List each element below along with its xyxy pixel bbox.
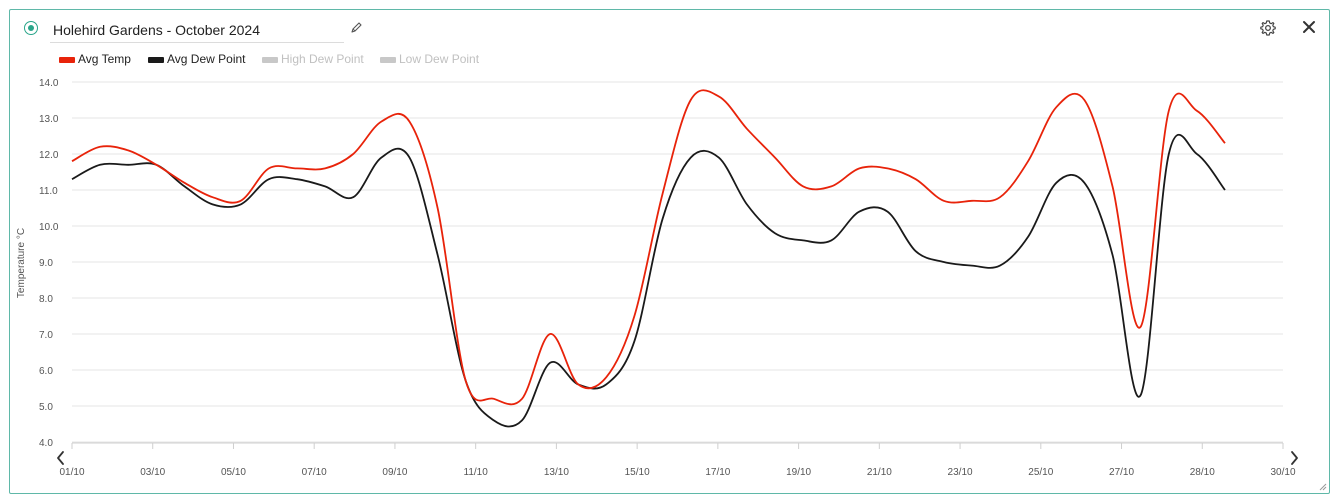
legend-label: Avg Temp: [78, 52, 131, 66]
y-tick-label: 8.0: [39, 294, 53, 305]
y-tick-label: 5.0: [39, 402, 53, 413]
chevron-right-icon[interactable]: [1291, 451, 1298, 465]
pencil-icon[interactable]: [349, 21, 363, 35]
y-tick-label: 9.0: [39, 258, 53, 269]
legend-swatch: [148, 57, 164, 63]
x-tick-label: 01/10: [59, 467, 84, 478]
x-tick-label: 19/10: [786, 467, 811, 478]
y-tick-label: 13.0: [39, 114, 59, 125]
y-tick-label: 10.0: [39, 222, 59, 233]
y-tick-label: 12.0: [39, 150, 59, 161]
y-tick-label: 14.0: [39, 78, 59, 89]
chevron-left-icon[interactable]: [57, 451, 64, 465]
x-tick-label: 13/10: [544, 467, 569, 478]
chart-panel: Holehird Gardens - October 2024 Avg Temp…: [9, 9, 1330, 494]
x-tick-label: 30/10: [1270, 467, 1295, 478]
y-tick-label: 6.0: [39, 366, 53, 377]
x-tick-label: 09/10: [382, 467, 407, 478]
y-tick-label: 11.0: [39, 186, 58, 197]
x-tick-label: 05/10: [221, 467, 246, 478]
x-tick-label: 23/10: [948, 467, 973, 478]
y-tick-label: 7.0: [39, 330, 53, 341]
x-tick-label: 03/10: [140, 467, 165, 478]
legend-swatch: [59, 57, 75, 63]
y-axis-title: Temperature °C: [16, 228, 27, 298]
resize-grip-icon: [1319, 483, 1327, 491]
gear-icon[interactable]: [1259, 19, 1277, 37]
status-dot-icon[interactable]: [24, 21, 38, 35]
x-tick-label: 17/10: [705, 467, 730, 478]
x-tick-label: 07/10: [302, 467, 327, 478]
page-title: Holehird Gardens - October 2024: [53, 22, 260, 38]
y-tick-label: 4.0: [39, 438, 53, 449]
x-tick-label: 27/10: [1109, 467, 1134, 478]
legend-label: High Dew Point: [281, 52, 364, 66]
legend-swatch: [262, 57, 278, 63]
series-line-avg-dew-point: [71, 134, 1226, 428]
close-icon[interactable]: [1302, 20, 1316, 34]
x-tick-label: 25/10: [1028, 467, 1053, 478]
series-line-avg-temp: [71, 89, 1226, 406]
legend-label: Avg Dew Point: [167, 52, 246, 66]
title-field[interactable]: Holehird Gardens - October 2024: [50, 18, 344, 43]
x-tick-label: 11/10: [464, 467, 489, 478]
legend-swatch: [380, 57, 396, 63]
x-tick-label: 28/10: [1190, 467, 1215, 478]
x-tick-label: 21/10: [867, 467, 892, 478]
legend-label: Low Dew Point: [399, 52, 480, 66]
x-tick-label: 15/10: [625, 467, 650, 478]
